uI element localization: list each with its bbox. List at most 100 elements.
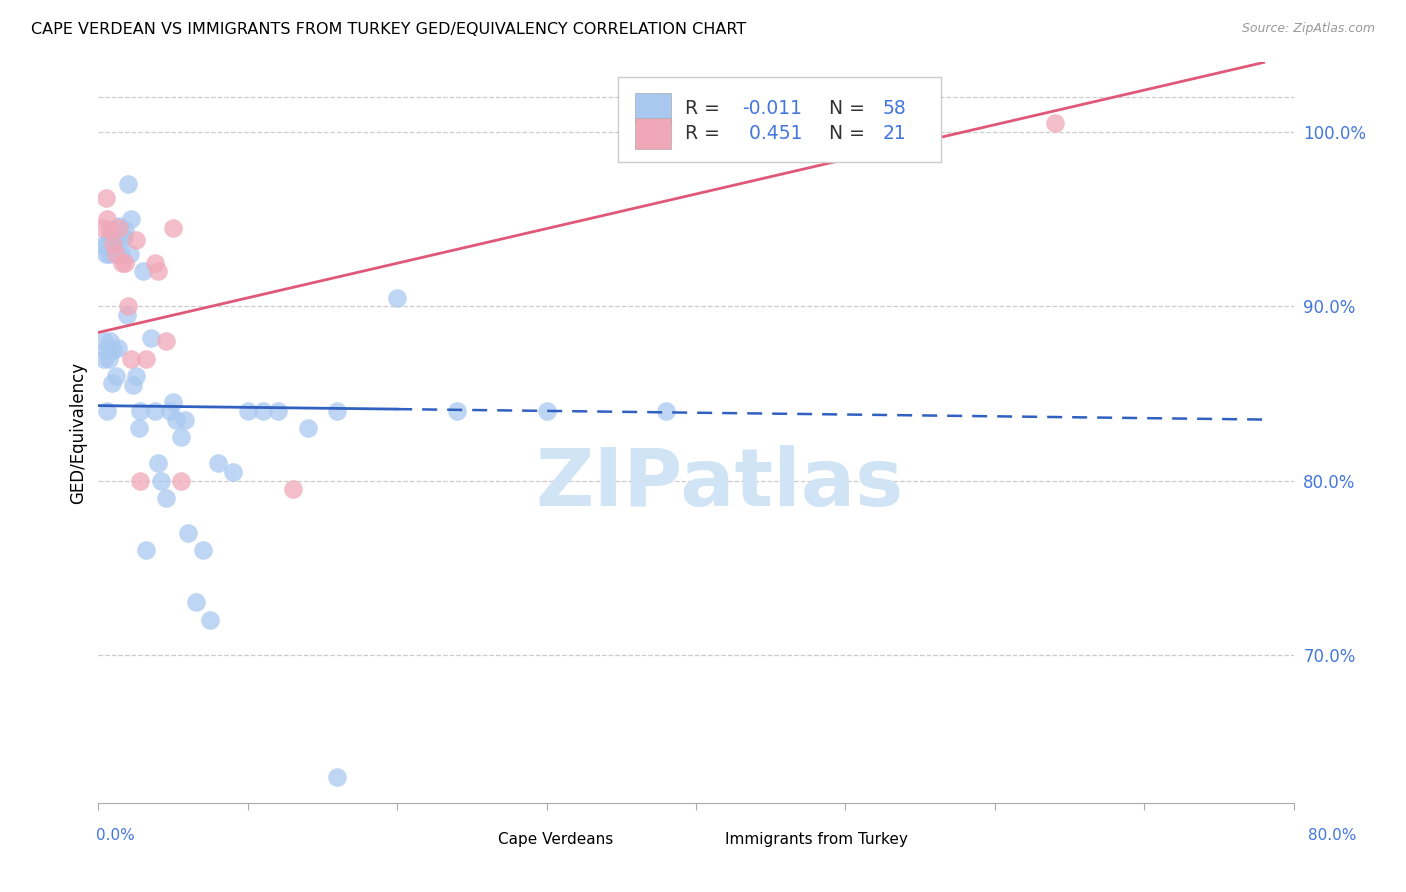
- Point: [159, 404, 181, 418]
- Point: [98, 229, 122, 244]
- Point: [97, 351, 120, 366]
- Text: R =: R =: [685, 99, 725, 118]
- Point: [143, 404, 166, 418]
- Text: 0.0%: 0.0%: [96, 828, 135, 843]
- Point: [155, 491, 177, 505]
- FancyBboxPatch shape: [619, 78, 941, 162]
- Point: [267, 404, 290, 418]
- Point: [155, 334, 177, 348]
- Point: [132, 264, 155, 278]
- Point: [252, 404, 274, 418]
- Point: [121, 377, 143, 392]
- Text: -0.011: -0.011: [742, 99, 803, 118]
- Point: [222, 465, 245, 479]
- Point: [98, 334, 122, 348]
- Point: [297, 421, 319, 435]
- Point: [107, 341, 129, 355]
- Point: [536, 404, 558, 418]
- Text: 21: 21: [883, 124, 905, 143]
- Point: [125, 233, 148, 247]
- Point: [120, 351, 142, 366]
- Point: [169, 474, 191, 488]
- Point: [105, 247, 128, 261]
- Point: [91, 238, 114, 252]
- Y-axis label: GED/Equivalency: GED/Equivalency: [69, 361, 87, 504]
- Point: [103, 343, 125, 357]
- Point: [143, 256, 166, 270]
- FancyBboxPatch shape: [636, 118, 671, 149]
- Point: [108, 221, 131, 235]
- Point: [97, 247, 120, 261]
- Point: [129, 404, 152, 418]
- Point: [207, 456, 229, 470]
- Point: [281, 482, 304, 496]
- FancyBboxPatch shape: [636, 93, 671, 124]
- Point: [162, 221, 184, 235]
- Text: N =: N =: [828, 124, 870, 143]
- Point: [96, 238, 118, 252]
- Point: [98, 222, 122, 236]
- Point: [93, 351, 115, 366]
- Point: [111, 256, 134, 270]
- Point: [114, 222, 136, 236]
- Point: [385, 291, 409, 305]
- Point: [1043, 116, 1066, 130]
- Point: [117, 299, 139, 313]
- Text: ZIPatlas: ZIPatlas: [536, 445, 904, 524]
- Point: [191, 543, 214, 558]
- Point: [117, 178, 139, 192]
- Point: [103, 236, 125, 251]
- Point: [129, 474, 152, 488]
- Point: [115, 308, 138, 322]
- Point: [165, 412, 187, 426]
- Point: [446, 404, 468, 418]
- Point: [135, 543, 157, 558]
- Point: [326, 770, 349, 784]
- Point: [96, 404, 118, 418]
- Point: [150, 474, 173, 488]
- Point: [94, 247, 117, 261]
- FancyBboxPatch shape: [457, 831, 488, 847]
- Text: CAPE VERDEAN VS IMMIGRANTS FROM TURKEY GED/EQUIVALENCY CORRELATION CHART: CAPE VERDEAN VS IMMIGRANTS FROM TURKEY G…: [31, 22, 747, 37]
- Point: [110, 247, 132, 261]
- Point: [91, 221, 114, 235]
- Point: [655, 404, 678, 418]
- Point: [118, 247, 141, 261]
- Point: [112, 229, 135, 244]
- Point: [200, 613, 222, 627]
- Point: [125, 369, 148, 384]
- Point: [326, 404, 349, 418]
- Point: [120, 212, 142, 227]
- Point: [236, 404, 259, 418]
- Text: N =: N =: [828, 99, 870, 118]
- Point: [103, 238, 125, 252]
- Point: [174, 412, 197, 426]
- Point: [139, 331, 162, 345]
- Text: Cape Verdeans: Cape Verdeans: [498, 831, 613, 847]
- Text: 58: 58: [883, 99, 905, 118]
- Point: [104, 247, 127, 261]
- Text: Source: ZipAtlas.com: Source: ZipAtlas.com: [1241, 22, 1375, 36]
- Point: [177, 525, 200, 540]
- Point: [94, 343, 117, 357]
- Text: 80.0%: 80.0%: [1309, 828, 1357, 843]
- Point: [105, 369, 128, 384]
- Point: [96, 212, 118, 227]
- Point: [169, 430, 191, 444]
- Point: [135, 351, 157, 366]
- Point: [114, 256, 136, 270]
- Point: [162, 395, 184, 409]
- Point: [148, 264, 170, 278]
- Point: [111, 229, 134, 244]
- Text: R =: R =: [685, 124, 725, 143]
- Point: [93, 334, 115, 348]
- Text: 0.451: 0.451: [742, 124, 801, 143]
- Point: [108, 219, 131, 234]
- Point: [128, 421, 150, 435]
- Text: Immigrants from Turkey: Immigrants from Turkey: [724, 831, 907, 847]
- Point: [148, 456, 170, 470]
- Point: [101, 376, 124, 390]
- Point: [184, 595, 207, 609]
- Point: [94, 191, 117, 205]
- FancyBboxPatch shape: [685, 831, 716, 847]
